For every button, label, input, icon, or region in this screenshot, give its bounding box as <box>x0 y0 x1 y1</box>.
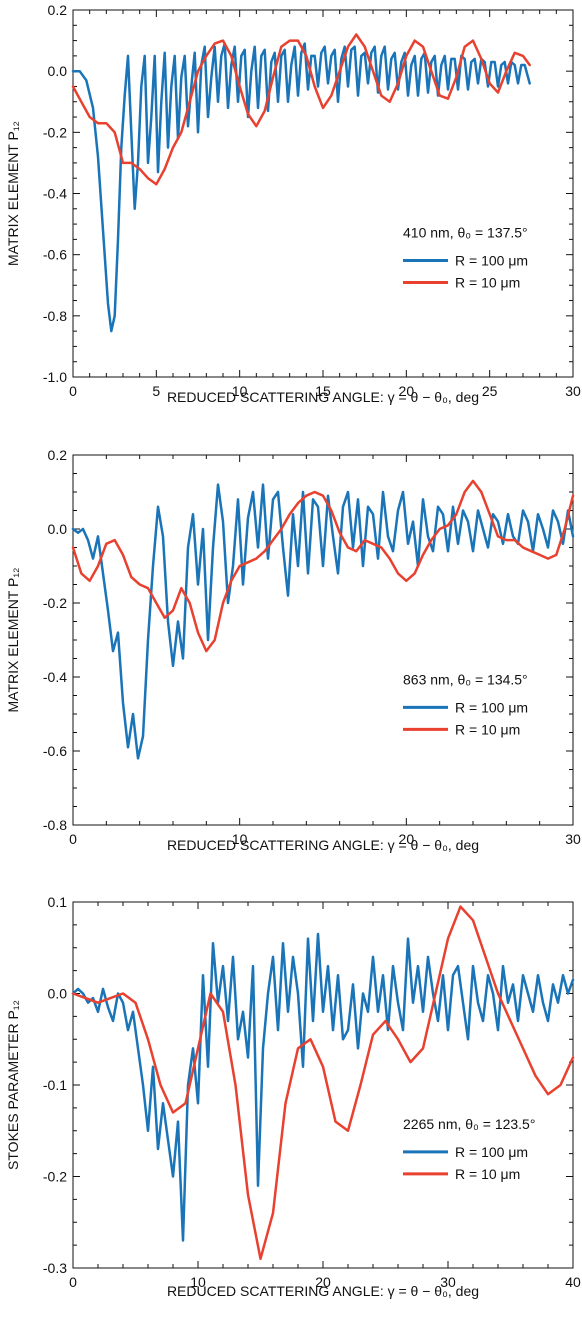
panel-annotation: 2265 nm, θ₀ = 123.5° <box>403 1116 535 1132</box>
y-tick-label: -0.4 <box>43 186 67 202</box>
legend-label: R = 100 μm <box>455 253 528 269</box>
y-tick-label: 0.0 <box>48 521 68 537</box>
panel-annotation: 410 nm, θ₀ = 137.5° <box>403 225 528 241</box>
series-line-r100 <box>71 42 531 333</box>
x-tick-label: 20 <box>399 831 415 847</box>
y-tick-label: -0.6 <box>43 743 67 759</box>
y-axis-label: MATRIX ELEMENT P₁₂ <box>5 121 21 266</box>
y-tick-label: 0.0 <box>48 986 68 1002</box>
legend-label: R = 100 μm <box>455 699 528 715</box>
y-tick-label: -0.2 <box>43 595 67 611</box>
y-tick-label: -0.2 <box>43 1169 67 1185</box>
chart-panel-3: 0 10 20 30 40 -0.3 -0.2 -0.1 0.0 0.1 REDUCED SCATT… <box>5 894 581 1299</box>
y-tick-label: -0.8 <box>43 308 67 324</box>
chart-panel-1: 0 5 10 15 20 25 30 -1.0 -0.8 -0.6 -0.4 -0.2 0.0 0.2 RE… <box>5 2 581 405</box>
x-tick-label: 40 <box>565 1274 581 1290</box>
series-line-r10 <box>71 33 531 186</box>
y-tick-label: -0.6 <box>43 247 67 263</box>
legend-label: R = 10 μm <box>455 275 520 291</box>
y-tick-label: 0.2 <box>48 2 68 18</box>
x-tick-label: 30 <box>565 831 581 847</box>
legend-label: R = 10 μm <box>455 1166 520 1182</box>
y-tick-label: -0.8 <box>43 817 67 833</box>
plot-frame <box>72 901 574 1269</box>
x-tick-label: 5 <box>152 383 160 399</box>
x-axis-label: REDUCED SCATTERING ANGLE: γ = θ − θ₀, de… <box>167 837 479 853</box>
panel-annotation: 863 nm, θ₀ = 134.5° <box>403 671 528 687</box>
x-tick-label: 30 <box>565 383 581 399</box>
chart-panel-2: 0 10 20 30 -0.8 -0.6 -0.4 -0.2 0.0 0.2 REDUCED SCA… <box>5 447 581 853</box>
plot-frame <box>72 9 574 378</box>
x-tick-label: 20 <box>315 1274 331 1290</box>
series-line-r10 <box>71 479 575 653</box>
y-tick-label: -0.1 <box>43 1077 67 1093</box>
x-tick-label: 10 <box>232 831 248 847</box>
x-tick-label: 30 <box>440 1274 456 1290</box>
series-line-r100 <box>71 483 575 760</box>
y-tick-label: -0.2 <box>43 124 67 140</box>
x-tick-label: 0 <box>69 831 77 847</box>
legend-label: R = 100 μm <box>455 1144 528 1160</box>
y-tick-label: -0.3 <box>43 1260 67 1276</box>
x-tick-label: 0 <box>69 383 77 399</box>
y-axis-label: MATRIX ELEMENT P₁₂ <box>5 568 21 713</box>
x-tick-label: 20 <box>399 383 415 399</box>
x-axis-label: REDUCED SCATTERING ANGLE: γ = θ − θ₀, de… <box>167 389 479 405</box>
y-tick-label: 0.2 <box>48 447 68 463</box>
x-tick-label: 0 <box>69 1274 77 1290</box>
legend-label: R = 10 μm <box>455 721 520 737</box>
y-tick-label: -1.0 <box>43 369 67 385</box>
y-axis-label: STOKES PARAMETER P₁₂ <box>5 1000 21 1170</box>
x-tick-label: 25 <box>482 383 498 399</box>
x-tick-label: 15 <box>315 383 331 399</box>
x-tick-label: 10 <box>190 1274 206 1290</box>
series-line-r10 <box>71 905 575 1261</box>
y-tick-label: 0.1 <box>48 894 68 910</box>
series-line-r100 <box>71 932 575 1242</box>
y-tick-label: 0.0 <box>48 63 68 79</box>
y-tick-label: -0.4 <box>43 669 67 685</box>
x-axis-label: REDUCED SCATTERING ANGLE: γ = θ − θ₀, de… <box>167 1283 479 1299</box>
x-tick-label: 10 <box>232 383 248 399</box>
